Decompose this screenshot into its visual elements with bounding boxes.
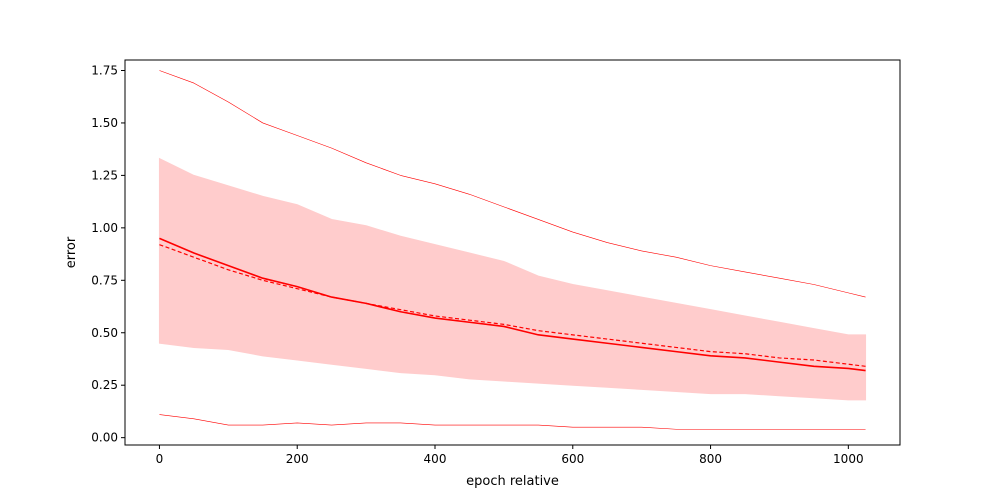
y-tick-label: 0.50 bbox=[91, 326, 118, 340]
series-max-line bbox=[159, 70, 866, 298]
x-axis-label: epoch relative bbox=[466, 474, 559, 489]
series-min-line bbox=[159, 414, 866, 430]
plot-frame bbox=[124, 59, 901, 446]
x-tick-label: 600 bbox=[561, 452, 584, 466]
y-axis-label: error bbox=[64, 236, 79, 268]
x-tick-label: 200 bbox=[286, 452, 309, 466]
y-tick-label: 1.50 bbox=[91, 116, 118, 130]
y-tick-label: 1.00 bbox=[91, 221, 118, 235]
std-band bbox=[158, 157, 867, 401]
x-tick-label: 800 bbox=[699, 452, 722, 466]
x-tick-label: 1000 bbox=[833, 452, 864, 466]
axis-ticks: 0 200 400 600 800 1000 0.00 0.25 0.50 0.75 1.00 1.2… bbox=[91, 63, 863, 466]
x-tick-label: 0 bbox=[156, 452, 164, 466]
y-tick-label: 0.75 bbox=[91, 273, 118, 287]
y-tick-label: 1.75 bbox=[91, 63, 118, 77]
y-tick-label: 1.25 bbox=[91, 168, 118, 182]
series-trend-line bbox=[159, 244, 866, 367]
y-tick-label: 0.25 bbox=[91, 378, 118, 392]
x-tick-label: 400 bbox=[424, 452, 447, 466]
plot-area bbox=[158, 70, 867, 430]
series-mean-line bbox=[159, 237, 866, 372]
y-tick-label: 0.00 bbox=[91, 431, 118, 445]
